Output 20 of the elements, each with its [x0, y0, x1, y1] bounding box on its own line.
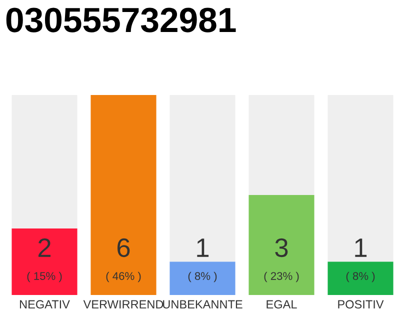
- data-label: 2 ( 15% ): [27, 238, 62, 282]
- data-label: 1 ( 8% ): [346, 238, 375, 282]
- x-tick-label: UNBEKANNTE: [163, 300, 242, 309]
- x-tick-label: EGAL: [266, 300, 297, 309]
- bar: [248, 195, 314, 295]
- data-label: 1 ( 8% ): [188, 238, 217, 282]
- bar: [12, 228, 78, 295]
- bar: [170, 95, 236, 262]
- x-tick-label: VERWIRREND: [83, 300, 164, 308]
- bar: [12, 95, 78, 228]
- bar: [328, 95, 394, 262]
- chart-title: 030555732981: [6, 8, 236, 32]
- bar: [90, 95, 156, 295]
- bar: [328, 262, 394, 295]
- bar: [248, 95, 314, 195]
- data-label: 6 ( 46% ): [106, 238, 141, 282]
- data-label: 3 ( 23% ): [264, 238, 299, 282]
- bar: [170, 262, 236, 295]
- x-tick-label: NEGATIV: [20, 300, 70, 309]
- x-tick-label: POSITIV: [338, 300, 384, 309]
